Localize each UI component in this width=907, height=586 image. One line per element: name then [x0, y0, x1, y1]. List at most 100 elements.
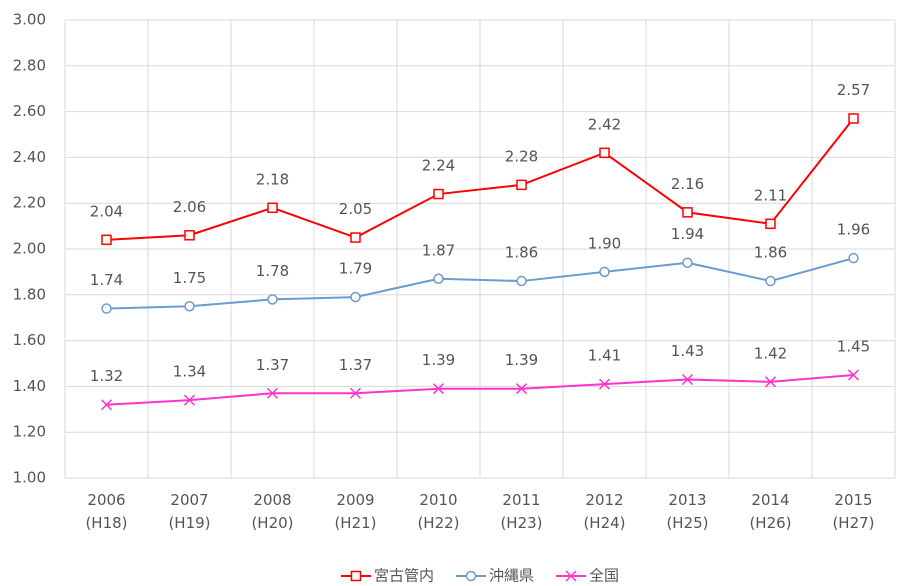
y-tick-label: 2.00	[13, 240, 46, 258]
marker	[184, 230, 195, 241]
x-tick-label-line: (H21)	[334, 514, 376, 532]
x-tick-label-line: (H19)	[168, 514, 210, 532]
data-label: 1.74	[90, 271, 123, 289]
x-tick-label: 2015 (H27)	[832, 491, 874, 532]
y-tick-label: 2.80	[13, 56, 46, 74]
marker	[101, 303, 112, 314]
x-tick-label-line: 2012	[585, 491, 623, 509]
legend-label: 宮古管内	[374, 567, 434, 585]
x-tick-label: 2010 (H22)	[417, 491, 459, 532]
data-label: 2.06	[173, 198, 206, 216]
x-tick-label: 2009 (H21)	[334, 491, 376, 532]
x-tick-label: 2008 (H20)	[251, 491, 293, 532]
data-label: 1.79	[339, 260, 372, 278]
data-label: 1.39	[422, 351, 455, 369]
x-tick-label: 2006 (H18)	[85, 491, 127, 532]
data-label: 1.37	[339, 356, 372, 374]
x-tick-label-line: (H18)	[85, 514, 127, 532]
data-label: 1.45	[837, 337, 870, 355]
data-label: 1.78	[256, 262, 289, 280]
marker	[599, 266, 610, 278]
series-line	[106, 373, 854, 406]
y-tick-label: 1.40	[13, 377, 46, 395]
marker	[465, 570, 477, 582]
marker	[682, 257, 693, 268]
x-tick-label-line: 2006	[87, 491, 125, 509]
legend: 宮古管内 沖縄県 全国	[340, 567, 619, 585]
marker	[599, 147, 610, 159]
y-tick-label: 2.40	[13, 148, 46, 166]
x-tick-label-line: 2010	[419, 491, 457, 509]
x-tick-label-line: 2011	[502, 491, 540, 509]
data-label: 1.41	[588, 347, 621, 365]
data-label: 1.43	[671, 342, 704, 360]
data-label: 1.75	[173, 269, 206, 287]
y-tick-label: 1.80	[13, 285, 46, 303]
y-tick-label: 1.00	[13, 469, 46, 487]
marker	[350, 291, 361, 303]
marker	[184, 301, 195, 312]
data-label: 2.16	[671, 175, 704, 193]
marker	[183, 394, 196, 406]
marker	[433, 188, 444, 200]
marker	[848, 252, 859, 264]
marker	[267, 202, 278, 214]
y-tick-label: 2.20	[13, 194, 46, 212]
marker	[432, 383, 445, 395]
data-label: 1.39	[505, 351, 538, 369]
data-label: 1.86	[505, 244, 538, 262]
x-tick-label: 2012 (H24)	[583, 491, 625, 532]
data-label: 1.86	[754, 244, 787, 262]
x-tick-label-line: 2013	[668, 491, 706, 509]
marker	[349, 387, 362, 399]
data-label: 1.94	[671, 225, 704, 243]
marker	[681, 373, 694, 386]
marker	[516, 275, 527, 287]
x-tick-label-line: 2009	[336, 491, 374, 509]
data-label: 2.42	[588, 115, 621, 133]
data-label: 2.05	[339, 200, 372, 218]
marker	[350, 232, 361, 243]
marker	[101, 234, 112, 246]
marker	[433, 273, 444, 285]
x-tick-label: 2014 (H26)	[749, 491, 791, 532]
marker	[848, 113, 859, 124]
x-tick-label-line: 2015	[834, 491, 872, 509]
x-tick-label-line: (H23)	[500, 514, 542, 532]
legend-label: 全国	[589, 567, 619, 585]
data-label: 1.90	[588, 234, 621, 252]
marker	[266, 387, 279, 399]
marker	[100, 399, 113, 411]
data-label: 2.18	[256, 170, 289, 188]
marker	[598, 378, 611, 390]
data-label: 2.04	[90, 202, 123, 220]
y-tick-label: 2.60	[13, 102, 46, 120]
data-label: 1.96	[837, 221, 870, 239]
x-tick-label: 2007 (H19)	[168, 491, 210, 532]
marker	[515, 383, 528, 395]
data-label: 2.57	[837, 81, 870, 99]
x-tick-label: 2011 (H23)	[500, 491, 542, 532]
series-line	[106, 257, 854, 310]
x-tick-label-line: (H27)	[832, 514, 874, 532]
x-tick-label-line: 2008	[253, 491, 291, 509]
marker	[764, 376, 777, 388]
series-line	[106, 117, 855, 241]
legend-label: 沖縄県	[489, 567, 534, 585]
marker	[267, 294, 278, 305]
x-tick-label-line: 2014	[751, 491, 789, 509]
marker	[682, 207, 693, 218]
data-label: 1.34	[173, 363, 206, 381]
y-tick-label: 1.60	[13, 331, 46, 349]
marker	[765, 275, 776, 287]
x-tick-label-line: (H26)	[749, 514, 791, 532]
marker	[847, 369, 860, 381]
data-label: 2.28	[505, 147, 538, 165]
data-label: 2.24	[422, 157, 455, 175]
data-label: 1.42	[754, 344, 787, 362]
x-tick-label-line: (H24)	[583, 514, 625, 532]
x-tick-label: 2013 (H25)	[666, 491, 708, 532]
x-tick-label-line: (H25)	[666, 514, 708, 532]
x-tick-label-line: (H22)	[417, 514, 459, 532]
